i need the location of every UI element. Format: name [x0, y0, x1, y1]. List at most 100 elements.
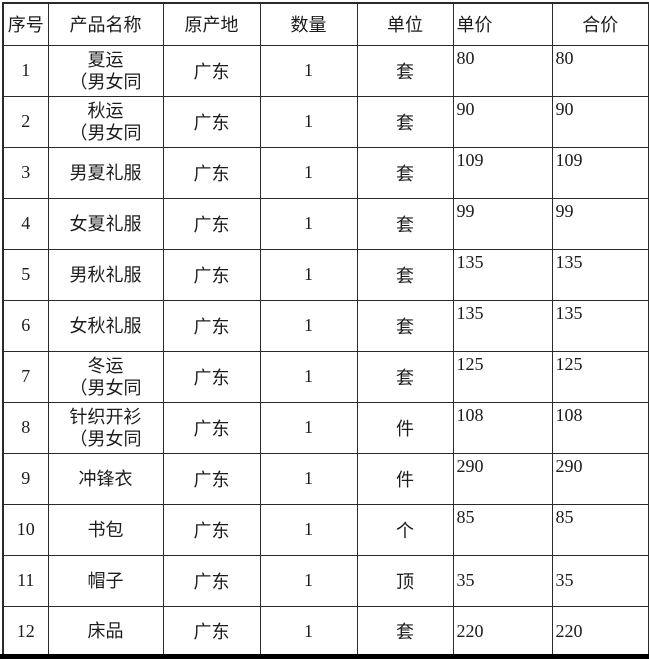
cell-unit: 套: [356, 299, 454, 352]
cell-origin: 广东: [162, 452, 261, 505]
cell-origin: 广东: [162, 146, 261, 199]
cell-total-price: 109: [551, 146, 649, 199]
cell-origin: 广东: [162, 503, 261, 556]
cell-unit: 套: [356, 95, 454, 148]
cell-unit: 套: [356, 197, 454, 250]
cell-quantity: 1: [259, 350, 358, 403]
cell-origin: 广东: [162, 554, 261, 607]
cell-unit: 套: [356, 350, 454, 403]
cell-serial-number: 2: [2, 95, 49, 148]
cell-product-name: 夏运 （男女同: [47, 44, 164, 97]
cell-unit: 套: [356, 44, 454, 97]
product-name-line: 女秋礼服: [69, 315, 142, 336]
column-header-unit-price: 单价: [452, 2, 553, 46]
cell-unit: 顶: [356, 554, 454, 607]
cell-total-price: 220: [551, 605, 649, 658]
cell-total-price: 290: [551, 452, 649, 505]
cell-unit-price: 290: [452, 452, 553, 505]
cell-quantity: 1: [259, 299, 358, 352]
cell-total-price: 99: [551, 197, 649, 250]
cell-serial-number: 9: [2, 452, 49, 505]
product-name-line: （男女同: [69, 122, 142, 143]
cell-product-name: 男秋礼服: [47, 248, 164, 301]
cell-origin: 广东: [162, 248, 261, 301]
column-header-total-price: 合价: [551, 2, 649, 46]
cell-product-name: 冲锋衣: [47, 452, 164, 505]
cell-unit: 个: [356, 503, 454, 556]
cell-origin: 广东: [162, 401, 261, 454]
product-name-line: 女夏礼服: [69, 213, 142, 234]
product-name-line: 帽子: [87, 570, 124, 591]
cell-serial-number: 1: [2, 44, 49, 97]
product-name-line: 床品: [87, 621, 124, 642]
column-header-origin: 原产地: [162, 2, 261, 46]
column-header-unit: 单位: [356, 2, 454, 46]
table-row: 7 冬运 （男女同 广东 1 套 125 125: [2, 350, 649, 403]
cell-serial-number: 6: [2, 299, 49, 352]
cell-unit-price: 108: [452, 401, 553, 454]
cell-origin: 广东: [162, 95, 261, 148]
cell-origin: 广东: [162, 44, 261, 97]
cell-product-name: 冬运 （男女同: [47, 350, 164, 403]
table-row: 4 女夏礼服 广东 1 套 99 99: [2, 197, 649, 250]
product-name-line: 冲锋衣: [78, 468, 133, 489]
cell-unit-price: 35: [452, 554, 553, 607]
cell-unit-price: 135: [452, 299, 553, 352]
cell-unit-price: 220: [452, 605, 553, 658]
product-name-line: （男女同: [69, 428, 142, 449]
cell-total-price: 90: [551, 95, 649, 148]
column-header-product-name: 产品名称: [47, 2, 164, 46]
table-row: 9 冲锋衣 广东 1 件 290 290: [2, 452, 649, 505]
cell-product-name: 女秋礼服: [47, 299, 164, 352]
table-row: 3 男夏礼服 广东 1 套 109 109: [2, 146, 649, 199]
product-name-line: （男女同: [69, 377, 142, 398]
cell-origin: 广东: [162, 350, 261, 403]
table-row: 8 针织开衫 （男女同 广东 1 件 108 108: [2, 401, 649, 454]
cell-quantity: 1: [259, 401, 358, 454]
cell-serial-number: 7: [2, 350, 49, 403]
cell-quantity: 1: [259, 503, 358, 556]
product-name-line: 针织开衫: [69, 406, 142, 427]
cell-unit-price: 80: [452, 44, 553, 97]
cell-total-price: 108: [551, 401, 649, 454]
cell-origin: 广东: [162, 299, 261, 352]
cell-unit-price: 99: [452, 197, 553, 250]
cell-serial-number: 12: [2, 605, 49, 658]
cell-serial-number: 10: [2, 503, 49, 556]
cell-unit: 套: [356, 248, 454, 301]
cell-product-name: 书包: [47, 503, 164, 556]
cell-quantity: 1: [259, 248, 358, 301]
cell-product-name: 女夏礼服: [47, 197, 164, 250]
product-name-line: （男女同: [69, 71, 142, 92]
cell-unit: 件: [356, 452, 454, 505]
cell-total-price: 135: [551, 248, 649, 301]
cell-unit-price: 109: [452, 146, 553, 199]
cell-unit-price: 85: [452, 503, 553, 556]
cell-total-price: 85: [551, 503, 649, 556]
cell-product-name: 男夏礼服: [47, 146, 164, 199]
header-row: 序号 产品名称 原产地 数量 单位 单价 合价: [2, 2, 649, 46]
cell-unit-price: 125: [452, 350, 553, 403]
cell-total-price: 125: [551, 350, 649, 403]
table-row: 11 帽子 广东 1 顶 35 35: [2, 554, 649, 607]
table-row: 6 女秋礼服 广东 1 套 135 135: [2, 299, 649, 352]
cell-unit: 套: [356, 146, 454, 199]
cell-serial-number: 11: [2, 554, 49, 607]
cell-product-name: 秋运 （男女同: [47, 95, 164, 148]
product-name-line: 男夏礼服: [69, 162, 142, 183]
table-body: 1 夏运 （男女同 广东 1 套 80 80 2 秋运 （男女同 广东 1 套 90…: [2, 44, 649, 658]
product-name-line: 书包: [87, 519, 124, 540]
cell-product-name: 床品: [47, 605, 164, 658]
cell-origin: 广东: [162, 605, 261, 658]
cell-serial-number: 8: [2, 401, 49, 454]
column-header-quantity: 数量: [259, 2, 358, 46]
cell-unit: 套: [356, 605, 454, 658]
cell-unit-price: 135: [452, 248, 553, 301]
cell-quantity: 1: [259, 554, 358, 607]
cell-quantity: 1: [259, 605, 358, 658]
product-name-line: 冬运: [87, 355, 124, 376]
cell-total-price: 135: [551, 299, 649, 352]
product-name-line: 夏运: [87, 49, 124, 70]
